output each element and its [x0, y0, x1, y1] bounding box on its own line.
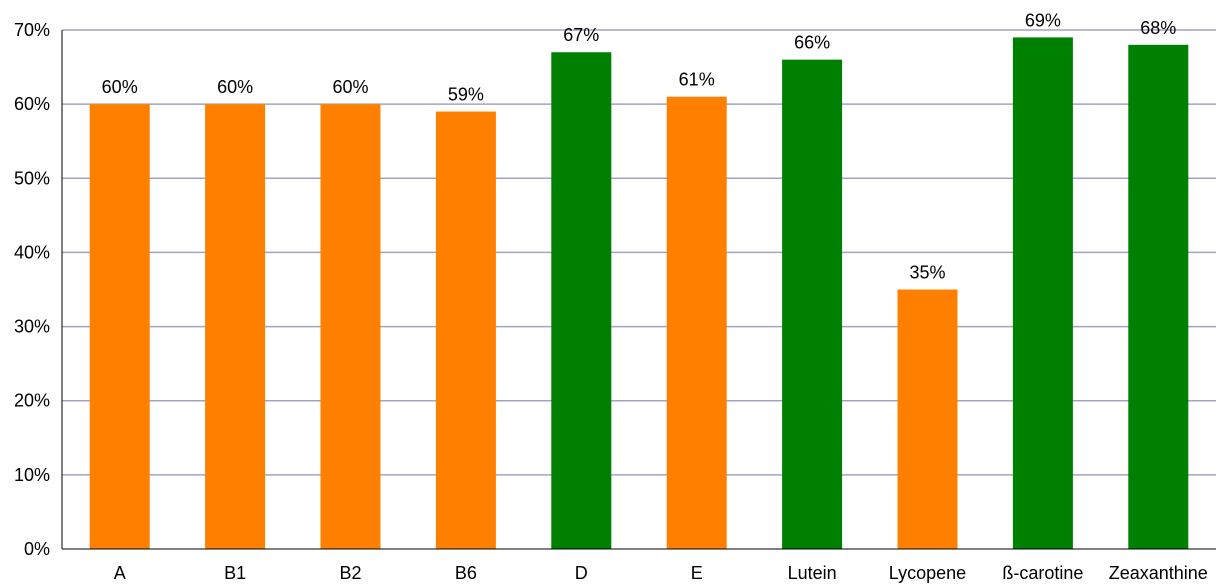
bar	[551, 52, 612, 549]
x-tick-label: Lycopene	[889, 563, 966, 583]
data-label: 60%	[217, 77, 253, 97]
bar	[320, 104, 381, 550]
data-label: 68%	[1140, 18, 1176, 38]
data-label: 60%	[102, 77, 138, 97]
bar	[666, 96, 727, 549]
data-label: 60%	[332, 77, 368, 97]
x-tick-label: Zeaxanthine	[1109, 563, 1208, 583]
x-tick-label: B2	[339, 563, 361, 583]
data-label: 66%	[794, 33, 830, 53]
bar	[89, 104, 150, 550]
data-label: 59%	[448, 85, 484, 105]
bars	[89, 37, 1189, 550]
data-label: 69%	[1025, 10, 1061, 30]
x-axis-tick-labels: A B1 B2 B6 D E Lutein Lycopene ß-carotine Zeaxant…	[114, 563, 1208, 583]
y-tick-label: 20%	[14, 391, 50, 411]
bar	[435, 111, 496, 550]
y-tick-label: 10%	[14, 465, 50, 485]
x-tick-label: E	[691, 563, 703, 583]
x-tick-label: D	[575, 563, 588, 583]
bar	[1012, 37, 1073, 550]
bar	[782, 59, 843, 550]
bar	[205, 104, 266, 550]
y-tick-label: 30%	[14, 317, 50, 337]
x-tick-label: A	[114, 563, 126, 583]
y-tick-label: 50%	[14, 168, 50, 188]
x-tick-label: B6	[455, 563, 477, 583]
bar	[897, 289, 958, 549]
bar	[1128, 44, 1189, 549]
x-tick-label: Lutein	[788, 563, 837, 583]
y-tick-label: 70%	[14, 20, 50, 40]
data-label: 35%	[909, 263, 945, 283]
y-axis-tick-labels: 0% 10% 20% 30% 40% 50% 60% 70%	[14, 20, 50, 559]
y-tick-label: 0%	[24, 539, 50, 559]
data-label: 67%	[563, 25, 599, 45]
x-tick-label: ß-carotine	[1002, 563, 1083, 583]
x-tick-label: B1	[224, 563, 246, 583]
y-tick-label: 60%	[14, 94, 50, 114]
data-label: 61%	[679, 70, 715, 90]
data-labels: 60% 60% 60% 59% 67% 61% 66% 35% 69% 68%	[102, 10, 1177, 282]
y-tick-label: 40%	[14, 242, 50, 262]
